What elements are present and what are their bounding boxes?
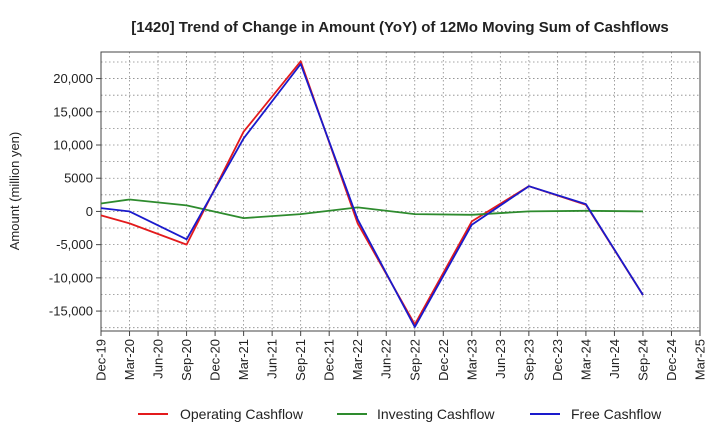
- y-tick-label: -5,000: [56, 237, 93, 252]
- x-tick-label: Mar-25: [693, 339, 708, 380]
- series-line-investing-cashflow: [100, 198, 644, 220]
- chart-title: [1420] Trend of Change in Amount (YoY) o…: [131, 19, 669, 36]
- axis-layer: -15,000 -10,000 -5,000 0 5000 10,000 15,000 20,…: [49, 51, 708, 381]
- x-tick-label: Mar-23: [464, 339, 479, 380]
- y-tick-label: 10,000: [53, 138, 93, 153]
- x-tick-label: Sep-24: [635, 339, 650, 381]
- y-tick-label: 0: [86, 204, 93, 219]
- x-tick-label: Dec-19: [94, 339, 109, 381]
- y-tick-label: 15,000: [53, 104, 93, 119]
- y-tick-label: -15,000: [49, 304, 93, 319]
- x-tick-label: Mar-20: [122, 339, 137, 380]
- legend-label-operating-cashflow: Operating Cashflow: [180, 406, 304, 422]
- y-tick-label: 5000: [64, 171, 93, 186]
- x-tick-label: Mar-24: [578, 339, 593, 380]
- plot-area: [101, 52, 700, 331]
- x-tick-label: Dec-21: [322, 339, 337, 381]
- series-line-free-cashflow: [100, 63, 644, 328]
- x-tick-label: Jun-23: [493, 339, 508, 379]
- y-axis-label: Amount (million yen): [7, 132, 22, 251]
- y-tick-label: 20,000: [53, 71, 93, 86]
- x-tick-label: Dec-24: [664, 339, 679, 381]
- x-tick-label: Mar-22: [350, 339, 365, 380]
- x-tick-label: Dec-22: [436, 339, 451, 381]
- series-layer: [100, 60, 644, 328]
- x-tick-label: Dec-23: [550, 339, 565, 381]
- legend-label-investing-cashflow: Investing Cashflow: [377, 406, 495, 422]
- x-tick-label: Sep-21: [293, 339, 308, 381]
- x-tick-label: Jun-24: [607, 339, 622, 379]
- x-tick-label: Sep-22: [407, 339, 422, 381]
- y-tick-label: -10,000: [49, 270, 93, 285]
- x-tick-label: Sep-23: [521, 339, 536, 381]
- grid-layer: [100, 52, 701, 331]
- x-tick-label: Dec-20: [208, 339, 223, 381]
- x-tick-label: Jun-20: [151, 339, 166, 379]
- x-tick-label: Mar-21: [236, 339, 251, 380]
- x-tick-label: Sep-20: [179, 339, 194, 381]
- legend-label-free-cashflow: Free Cashflow: [571, 406, 662, 422]
- legend: Operating Cashflow Investing Cashflow Free…: [138, 406, 662, 422]
- x-tick-label: Jun-21: [265, 339, 280, 379]
- x-tick-label: Jun-22: [379, 339, 394, 379]
- plot-frame: [100, 51, 701, 332]
